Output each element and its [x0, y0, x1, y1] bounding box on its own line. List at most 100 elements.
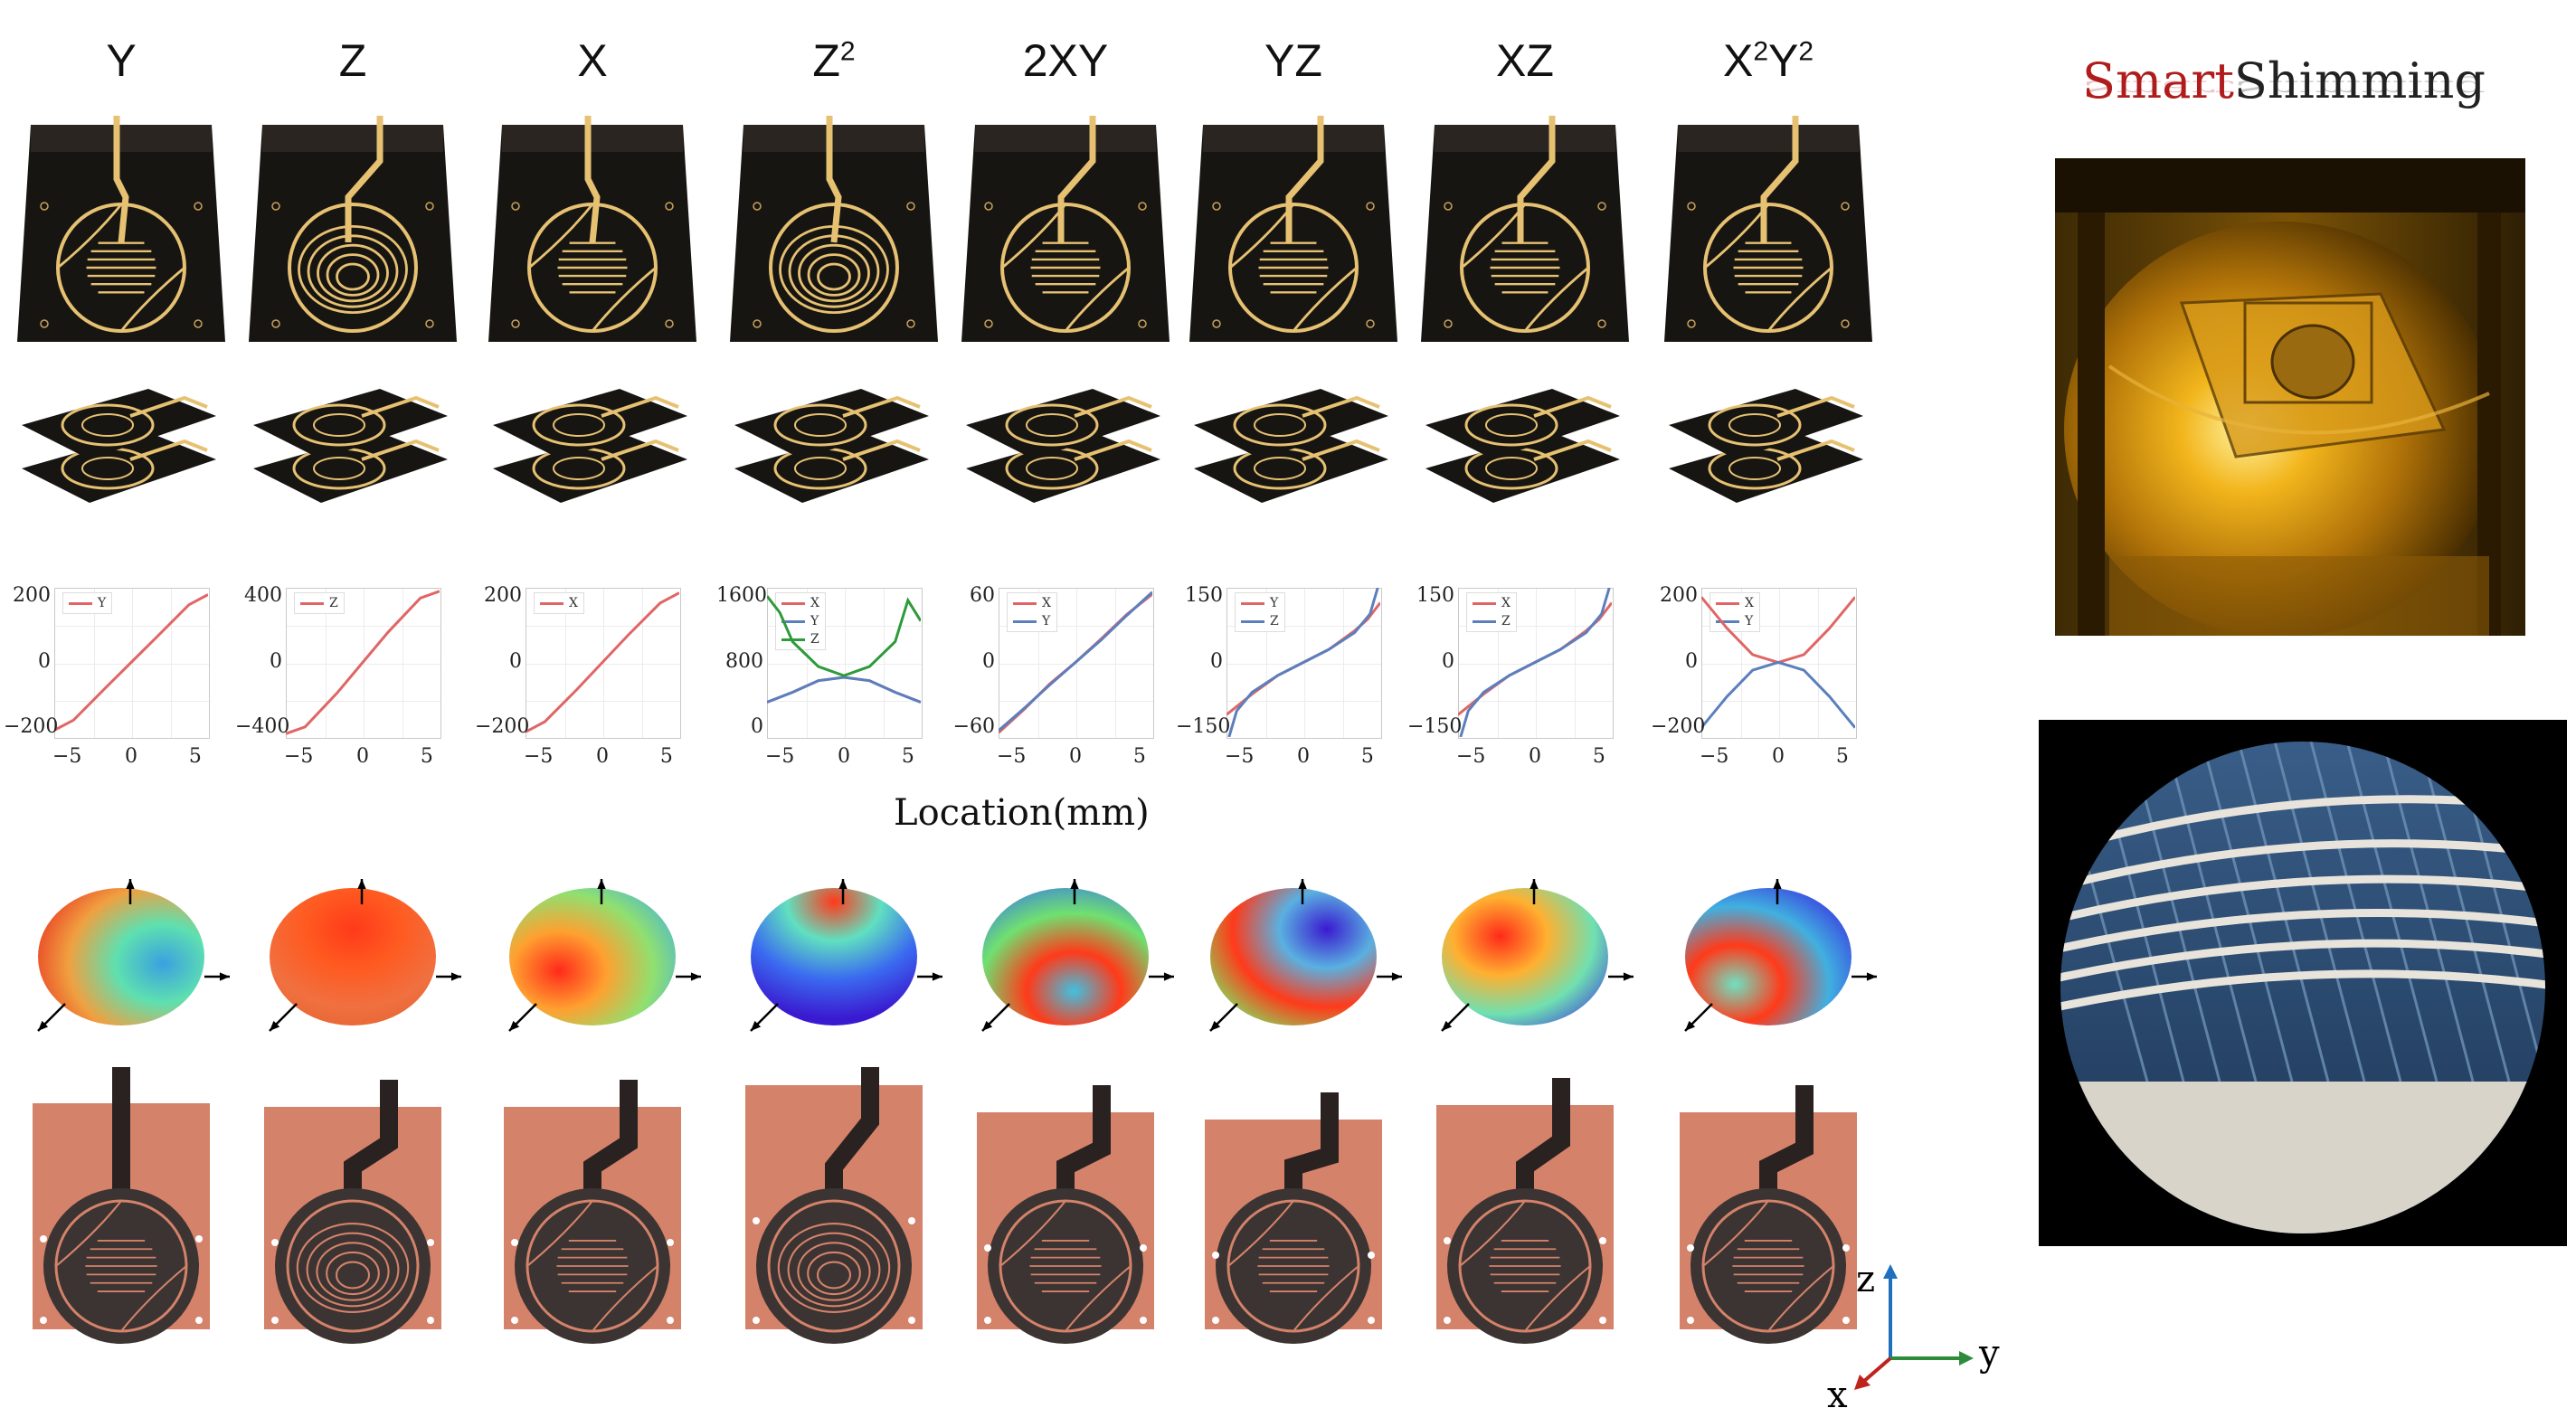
shim-coil-3d-2xy — [957, 107, 1174, 347]
column-title-xz: XZ — [1435, 34, 1615, 87]
series-line-x — [1701, 596, 1855, 665]
coil-microscope-photo — [2039, 720, 2567, 1246]
field-sphere-z — [244, 859, 461, 1040]
plot-curves — [526, 591, 679, 733]
legend-swatch — [1241, 619, 1264, 623]
y-tick-label: −150 — [1176, 715, 1231, 738]
pcb-photo-2xy — [966, 1067, 1165, 1366]
column-title-x: X — [502, 34, 683, 87]
x-tick-label: −5 — [283, 745, 314, 768]
pcb-photo-x2y2 — [1669, 1067, 1868, 1366]
shim-coil-layers-x2y2 — [1669, 380, 1868, 511]
legend-label: X — [569, 596, 578, 610]
pcb-photo-z2 — [734, 1067, 933, 1366]
x-tick-label: −5 — [764, 745, 795, 768]
y-tick-label: 200 — [13, 584, 51, 607]
legend-swatch — [540, 601, 564, 605]
field-plot-2xy: X Y 60 0 −60 −5 0 5 — [948, 579, 1158, 769]
coordinate-axes: z y x — [1827, 1259, 2008, 1422]
brand-title: SmartShimming — [2082, 52, 2486, 109]
y-tick-label: 0 — [1685, 649, 1698, 673]
legend-label: Z — [1501, 614, 1511, 628]
series-line-y — [999, 591, 1152, 732]
grid-line — [1817, 589, 1819, 738]
plot-curves — [1458, 588, 1612, 737]
legend-swatch — [781, 619, 805, 623]
field-plot-xz: X Z 150 0 −150 −5 0 5 — [1407, 579, 1617, 769]
grid-line — [883, 589, 885, 738]
grid-line — [999, 700, 1153, 702]
grid-line — [768, 700, 922, 702]
legend-label: X — [1501, 596, 1511, 610]
grid-line — [1342, 589, 1344, 738]
title-superscript: 2 — [1753, 36, 1768, 67]
y-tick-label: −400 — [235, 715, 290, 738]
shim-coil-3d-y — [13, 107, 230, 347]
shim-coil-layers-z2 — [734, 380, 933, 511]
title-base: 2XY — [1022, 35, 1109, 86]
y-tick-label: 200 — [484, 584, 522, 607]
legend-swatch — [1716, 619, 1739, 623]
x-tick-label: 5 — [420, 745, 433, 768]
grid-line — [287, 700, 440, 702]
shim-coil-3d-z2 — [725, 107, 942, 347]
y-tick-label: 1600 — [716, 584, 767, 607]
grid-line — [1574, 589, 1576, 738]
x-tick-label: 5 — [1592, 745, 1605, 768]
x-tick-label: 0 — [1069, 745, 1082, 768]
x-tick-label: 0 — [596, 745, 609, 768]
grid-line — [1227, 700, 1381, 702]
grid-line — [1114, 589, 1116, 738]
title-superscript-2: 2 — [1798, 36, 1814, 67]
plot-curves — [767, 595, 921, 704]
pcb-photo-xz — [1425, 1067, 1624, 1366]
legend-swatch — [1473, 601, 1496, 605]
column-title-z2: Z2 — [743, 34, 924, 87]
legend-entry: Z — [1241, 612, 1279, 630]
legend-swatch — [1716, 601, 1739, 605]
x-tick-label: 0 — [1772, 745, 1785, 768]
series-line-z — [286, 590, 440, 735]
shim-coil-3d-x — [484, 107, 701, 347]
grid-line — [1076, 589, 1077, 738]
column-title-y: Y — [31, 34, 212, 87]
series-line-x — [526, 591, 679, 733]
title-base-2: Y — [1768, 35, 1799, 86]
legend-swatch — [1013, 601, 1037, 605]
y-tick-label: 0 — [509, 649, 522, 673]
x-tick-label: −5 — [523, 745, 554, 768]
grid-line — [641, 589, 643, 738]
grid-line — [132, 589, 133, 738]
series-line-x — [1458, 601, 1612, 716]
plot-curves — [54, 593, 208, 732]
series-line-z — [767, 595, 921, 677]
plot-legend: Y — [62, 592, 113, 614]
grid-line — [845, 589, 846, 738]
plot-area: Z — [286, 588, 441, 739]
y-tick-label: 0 — [982, 649, 995, 673]
y-tick-label: −150 — [1407, 715, 1463, 738]
column-title-x2y2: X2Y2 — [1678, 34, 1859, 87]
magnet-bore-photo — [2055, 158, 2525, 636]
plot-curves — [1226, 588, 1380, 737]
y-tick-label: 150 — [1416, 584, 1454, 607]
brand-part-2: Shimming — [2233, 52, 2486, 109]
x-tick-label: 5 — [188, 745, 202, 768]
shim-coil-layers-y — [22, 380, 221, 511]
plot-curves — [1701, 596, 1855, 729]
legend-entry: X — [1716, 594, 1754, 612]
legend-entry: Z — [300, 594, 338, 612]
legend-swatch — [300, 601, 324, 605]
legend-swatch — [1473, 619, 1496, 623]
legend-label: Z — [810, 632, 819, 647]
x-tick-label: −5 — [996, 745, 1027, 768]
pcb-photo-x — [493, 1067, 692, 1366]
field-sphere-x2y2 — [1660, 859, 1877, 1040]
y-tick-label: −200 — [1651, 715, 1706, 738]
y-tick-label: 800 — [725, 649, 763, 673]
y-tick-label: −200 — [4, 715, 59, 738]
field-sphere-2xy — [957, 859, 1174, 1040]
legend-entry: Z — [781, 630, 819, 648]
